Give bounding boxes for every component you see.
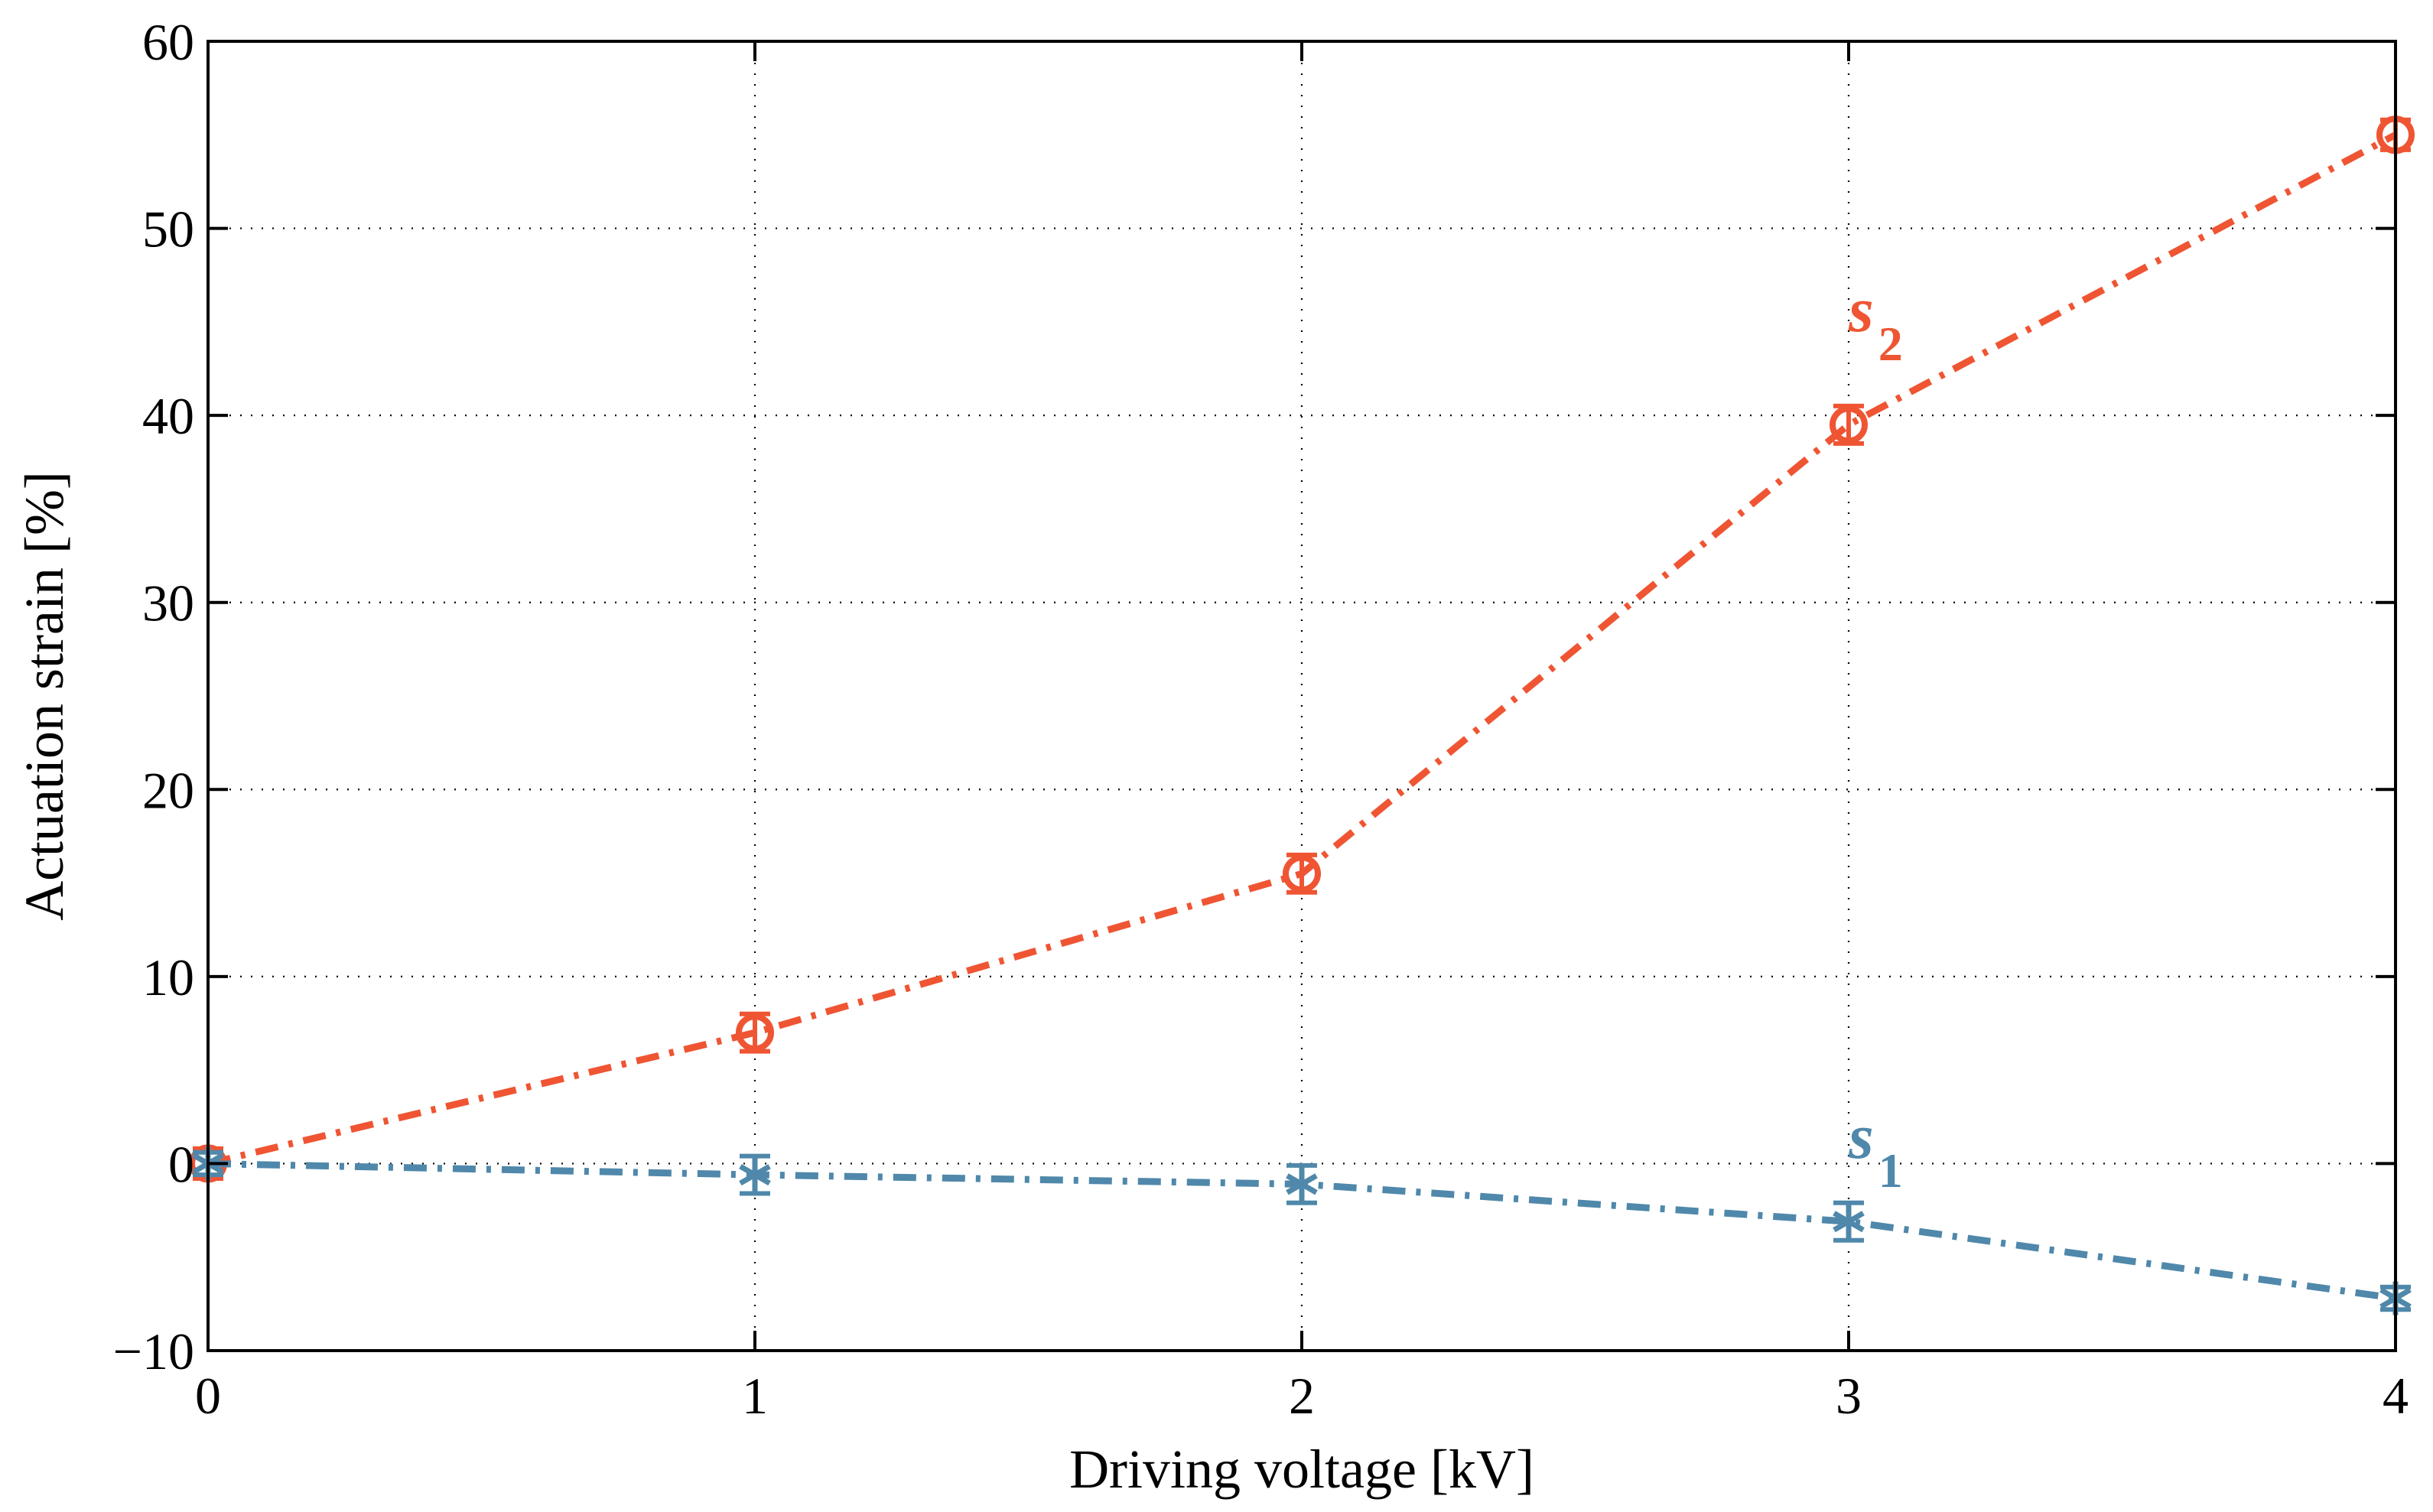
y-tick-label: 0 <box>168 1135 194 1193</box>
data-point-s2 <box>736 1013 774 1052</box>
ticks <box>207 40 2397 1352</box>
y-tick-label: 20 <box>142 761 194 819</box>
series-label-s1: s1 <box>1848 1101 1903 1198</box>
y-tick-label: −10 <box>113 1322 194 1380</box>
data-point-s1 <box>1833 1205 1865 1239</box>
y-axis-label: Actuation strain [%] <box>14 471 75 921</box>
y-tick-label: 60 <box>142 13 194 71</box>
asterisk-stroke <box>1286 1173 1318 1195</box>
data-point-s1 <box>1286 1167 1318 1201</box>
y-tick-label: 30 <box>142 574 194 632</box>
data-point-s2 <box>1283 854 1321 893</box>
x-tick-label: 3 <box>1836 1367 1862 1425</box>
data-point-s2 <box>1830 405 1868 444</box>
x-axis-label: Driving voltage [kV] <box>1069 1439 1534 1500</box>
series-label-s2: s2 <box>1848 275 1903 371</box>
x-tick-label: 1 <box>742 1367 768 1425</box>
y-tick-label: 10 <box>142 948 194 1006</box>
data-point-s1 <box>739 1158 771 1192</box>
y-tick-label: 50 <box>142 200 194 259</box>
x-tick-label: 0 <box>195 1367 221 1425</box>
series-label-main: s <box>1848 1101 1874 1172</box>
series-label-main: s <box>1848 275 1874 346</box>
asterisk-stroke <box>739 1164 771 1186</box>
x-tick-label: 4 <box>2383 1367 2409 1425</box>
series-label-sub: 2 <box>1878 317 1903 371</box>
series-label-sub: 1 <box>1878 1143 1903 1198</box>
y-tick-label: 40 <box>142 387 194 445</box>
x-tick-label: 2 <box>1289 1367 1315 1425</box>
asterisk-stroke <box>1833 1211 1865 1233</box>
